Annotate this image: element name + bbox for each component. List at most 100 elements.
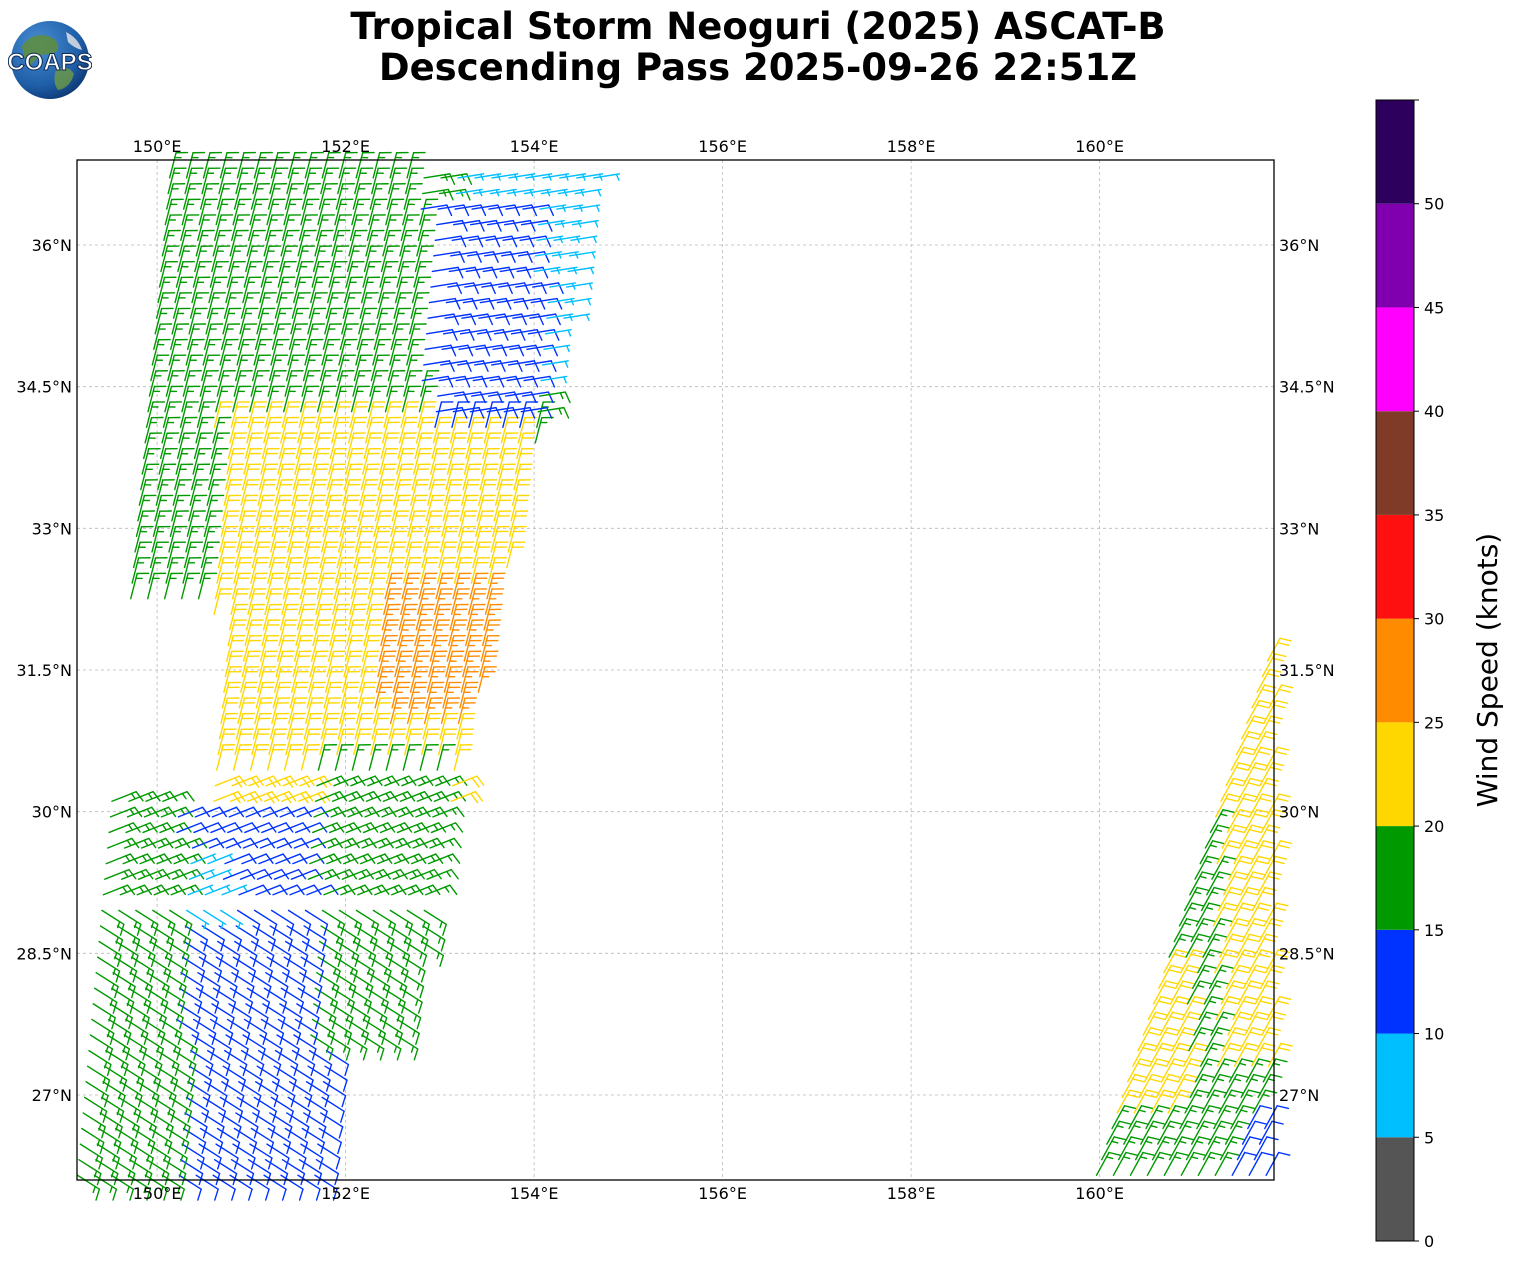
wind-barb xyxy=(317,198,337,226)
barb-feather xyxy=(128,1017,133,1030)
barb-staff xyxy=(152,909,176,925)
wind-barb xyxy=(376,853,410,865)
barb-feather xyxy=(478,219,485,232)
wind-barb xyxy=(291,479,311,506)
wind-barb xyxy=(199,183,220,210)
barb-feather xyxy=(497,204,504,217)
barb-feather-half xyxy=(359,886,365,893)
wind-barb xyxy=(146,971,170,999)
wind-barb xyxy=(346,245,367,273)
wind-barb xyxy=(318,557,338,584)
barb-feather xyxy=(450,344,457,357)
barb-staff xyxy=(82,1112,106,1128)
barb-feather xyxy=(109,1032,115,1045)
wind-barb xyxy=(298,214,319,241)
wind-barb xyxy=(127,987,152,1014)
wind-barb xyxy=(274,479,294,506)
wind-barb xyxy=(493,494,513,522)
barb-feather-half xyxy=(132,936,136,944)
barb-feather-half xyxy=(353,936,357,944)
wind-barb xyxy=(345,822,379,834)
barb-feather-half xyxy=(129,967,133,975)
barb-feather xyxy=(252,1141,258,1155)
wind-barb xyxy=(395,634,415,662)
barb-staff xyxy=(571,219,599,226)
barb-staff xyxy=(523,188,551,195)
barb-feather xyxy=(207,1079,212,1092)
wind-barb xyxy=(95,1158,119,1186)
wind-barb xyxy=(364,806,397,818)
wind-barb xyxy=(422,525,443,553)
barb-staff xyxy=(427,313,455,319)
wind-barb xyxy=(279,806,312,818)
barb-staff xyxy=(434,401,443,428)
wind-barb xyxy=(127,1174,151,1201)
barb-feather xyxy=(306,775,315,786)
barb-feather xyxy=(126,1032,132,1045)
wind-barb xyxy=(174,837,208,849)
barb-feather xyxy=(293,1063,299,1077)
wind-barb xyxy=(254,697,274,725)
wind-barb xyxy=(168,338,188,366)
barb-feather xyxy=(403,970,409,983)
wind-barb xyxy=(476,329,509,341)
barb-feather-half xyxy=(135,1092,139,1100)
wind-barb xyxy=(388,525,409,553)
wind-barb xyxy=(486,406,519,419)
wind-barb xyxy=(385,956,409,983)
wind-barb xyxy=(286,925,310,952)
wind-barb xyxy=(284,557,304,584)
wind-barb xyxy=(226,1018,251,1045)
wind-barb xyxy=(302,728,322,756)
wind-barb xyxy=(381,416,402,444)
barb-staff xyxy=(532,282,560,288)
wind-barb xyxy=(270,151,290,179)
wind-barb xyxy=(228,245,248,273)
barb-feather-half xyxy=(220,921,224,930)
barb-feather-half xyxy=(242,885,248,893)
barb-feather xyxy=(496,391,503,404)
wind-barb xyxy=(384,572,404,600)
barb-feather xyxy=(547,391,554,404)
barb-staff xyxy=(489,188,517,195)
wind-barb xyxy=(93,1174,118,1201)
wind-barb xyxy=(507,360,540,372)
barb-staff xyxy=(503,406,531,413)
wind-barb xyxy=(198,198,218,226)
barb-feather-half xyxy=(563,376,567,384)
wind-barb xyxy=(324,868,358,880)
wind-barb xyxy=(274,1049,299,1077)
wind-barb xyxy=(540,375,568,384)
barb-feather xyxy=(212,1017,218,1030)
wind-barb xyxy=(475,344,508,357)
wind-barb xyxy=(196,401,217,428)
wind-barb xyxy=(191,276,211,304)
wind-barb xyxy=(468,401,488,428)
wind-barb xyxy=(290,868,324,880)
barb-feather-half xyxy=(225,885,231,893)
wind-barb xyxy=(403,940,428,968)
barb-staff xyxy=(253,909,278,925)
barb-feather xyxy=(147,985,153,999)
barb-feather xyxy=(379,1048,385,1061)
barb-feather xyxy=(195,1017,201,1030)
wind-barb xyxy=(257,292,277,319)
barb-feather xyxy=(480,204,487,217)
barb-staff xyxy=(252,1112,276,1128)
barb-staff xyxy=(318,1127,342,1144)
wind-barb xyxy=(157,276,177,304)
barb-feather-half xyxy=(203,921,207,930)
barb-staff xyxy=(448,266,476,273)
barb-feather xyxy=(323,775,332,786)
wind-barb xyxy=(255,681,275,709)
barb-feather xyxy=(234,777,243,788)
wind-barb xyxy=(506,375,539,388)
barb-feather xyxy=(174,1063,180,1077)
barb-staff xyxy=(543,344,571,351)
wind-barb xyxy=(1163,1151,1189,1176)
barb-feather xyxy=(180,1188,185,1201)
wind-barb xyxy=(208,837,242,849)
wind-barb xyxy=(163,971,187,999)
barb-feather xyxy=(140,1063,146,1077)
barb-staff xyxy=(178,1174,202,1190)
